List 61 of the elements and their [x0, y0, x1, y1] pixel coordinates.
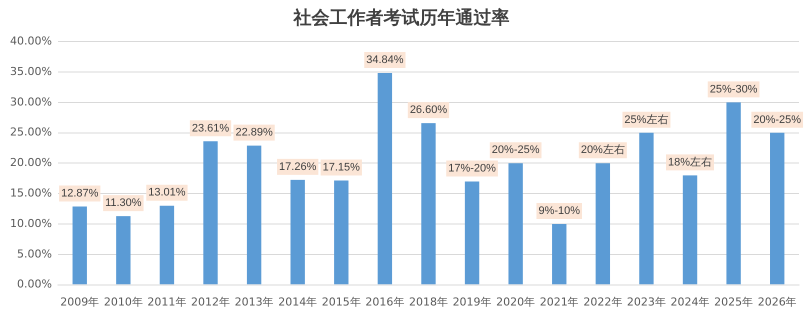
y-tick-label: 0.00% — [16, 278, 52, 291]
bar — [421, 123, 436, 284]
x-tick-label: 2015年 — [322, 295, 361, 308]
annotation: 20%-25% — [753, 114, 802, 126]
annotation: 17%-20% — [448, 162, 496, 174]
x-tick-label: 2023年 — [626, 295, 666, 308]
bar — [726, 102, 741, 284]
y-tick-label: 10.00% — [10, 216, 52, 230]
data-label: 17.26% — [279, 160, 317, 173]
bar — [160, 206, 174, 284]
x-tick-label: 2009年 — [60, 295, 100, 308]
x-tick-label: 2018年 — [408, 295, 448, 308]
data-label: 22.89% — [235, 126, 273, 139]
x-tick-label: 2014年 — [278, 295, 318, 308]
y-tick-label: 5.00% — [16, 247, 52, 260]
x-tick-label: 2019年 — [452, 295, 492, 308]
x-tick-label: 2013年 — [234, 295, 274, 308]
x-tick-label: 2010年 — [104, 295, 143, 308]
y-tick-label: 20.00% — [10, 156, 52, 170]
bar — [290, 180, 305, 284]
chart-title: 社会工作者考试历年通过率 — [292, 7, 510, 28]
bar — [596, 163, 610, 284]
bar — [334, 180, 348, 284]
x-tick-label: 2020年 — [496, 295, 536, 308]
x-tick-label: 2012年 — [191, 295, 230, 308]
bar — [682, 175, 698, 284]
annotation: 25%左右 — [624, 114, 668, 126]
data-label: 34.84% — [366, 54, 404, 66]
y-tick-label: 35.00% — [10, 64, 52, 78]
bar — [378, 72, 392, 284]
annotation: 20%-25% — [492, 144, 540, 156]
annotation: 18%左右 — [668, 156, 712, 168]
bar — [639, 132, 654, 284]
bar — [552, 224, 566, 284]
annotation: 20%左右 — [580, 144, 625, 156]
bar — [508, 163, 523, 284]
data-label: 26.60% — [410, 104, 448, 116]
x-tick-label: 2016年 — [365, 295, 404, 308]
data-label: 12.87% — [61, 188, 99, 200]
y-tick-label: 30.00% — [10, 95, 52, 108]
annotation: 9%-10% — [538, 205, 580, 218]
x-tick-label: 2011年 — [147, 295, 186, 308]
data-label: 23.61% — [192, 122, 230, 134]
data-label: 17.15% — [322, 162, 360, 174]
y-tick-label: 15.00% — [10, 186, 52, 200]
y-tick-label: 25.00% — [10, 126, 52, 139]
x-tick-label: 2022年 — [583, 295, 622, 308]
x-tick-label: 2021年 — [540, 295, 579, 308]
bar — [770, 132, 784, 284]
x-tick-label: 2026年 — [758, 295, 797, 308]
x-tick-label: 2024年 — [670, 295, 710, 308]
y-tick-label: 40.00% — [10, 34, 52, 48]
bar — [464, 181, 480, 284]
data-label: 13.01% — [148, 186, 186, 199]
bar — [72, 206, 87, 284]
data-label: 11.30% — [105, 197, 142, 210]
annotation: 25%-30% — [710, 83, 758, 96]
bar — [116, 216, 131, 284]
x-tick-label: 2025年 — [714, 295, 754, 308]
bar — [203, 141, 218, 284]
bar — [246, 146, 262, 284]
